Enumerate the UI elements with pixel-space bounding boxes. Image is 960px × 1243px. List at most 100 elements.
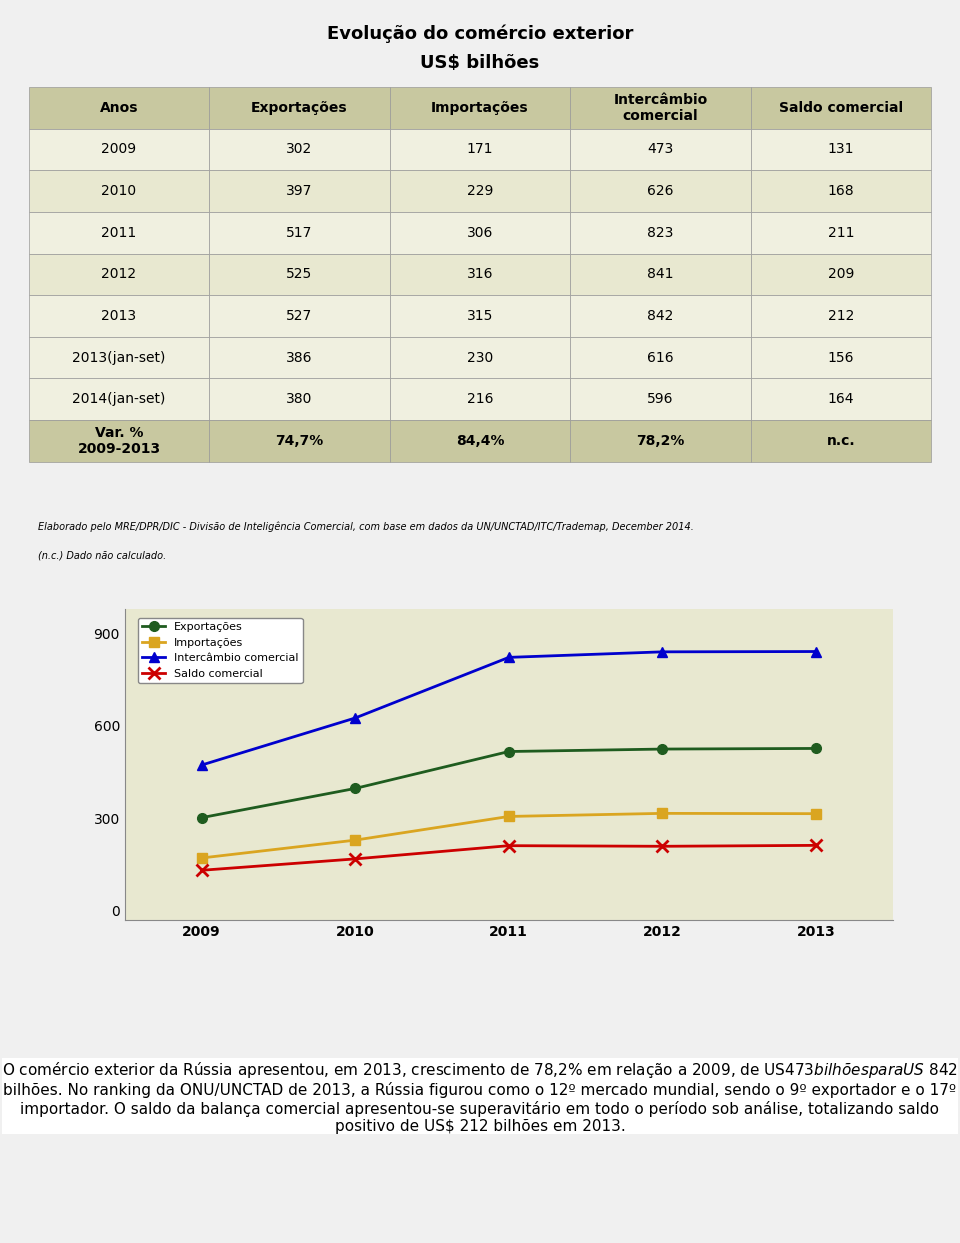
FancyBboxPatch shape <box>209 379 390 420</box>
Text: 78,2%: 78,2% <box>636 434 684 447</box>
Text: 380: 380 <box>286 393 313 406</box>
FancyBboxPatch shape <box>751 379 931 420</box>
Text: Elaborado pelo MRE/DPR/DIC - Divisão de Inteligência Comercial, com base em dado: Elaborado pelo MRE/DPR/DIC - Divisão de … <box>37 521 694 532</box>
FancyBboxPatch shape <box>751 129 931 170</box>
Text: 302: 302 <box>286 143 313 157</box>
Line: Intercâmbio comercial: Intercâmbio comercial <box>197 646 821 769</box>
Text: 230: 230 <box>467 351 493 364</box>
FancyBboxPatch shape <box>29 129 209 170</box>
Text: 842: 842 <box>647 310 674 323</box>
Text: 626: 626 <box>647 184 674 198</box>
FancyBboxPatch shape <box>390 87 570 129</box>
FancyBboxPatch shape <box>29 254 209 296</box>
FancyBboxPatch shape <box>751 420 931 462</box>
FancyBboxPatch shape <box>570 337 751 379</box>
FancyBboxPatch shape <box>570 379 751 420</box>
FancyBboxPatch shape <box>29 170 209 213</box>
Intercâmbio comercial <box>196 757 207 772</box>
Text: 74,7%: 74,7% <box>276 434 324 447</box>
Text: 212: 212 <box>828 310 854 323</box>
FancyBboxPatch shape <box>390 254 570 296</box>
Intercâmbio comercial <box>810 644 822 659</box>
Text: 616: 616 <box>647 351 674 364</box>
Text: 315: 315 <box>467 310 493 323</box>
FancyBboxPatch shape <box>390 296 570 337</box>
Text: 306: 306 <box>467 226 493 240</box>
FancyBboxPatch shape <box>570 129 751 170</box>
Text: 473: 473 <box>647 143 674 157</box>
FancyBboxPatch shape <box>209 254 390 296</box>
FancyBboxPatch shape <box>751 254 931 296</box>
Text: n.c.: n.c. <box>827 434 855 447</box>
Line: Importações: Importações <box>197 808 821 863</box>
Text: 2011: 2011 <box>102 226 136 240</box>
Text: 527: 527 <box>286 310 313 323</box>
Saldo comercial <box>657 839 668 854</box>
Exportações <box>657 742 668 757</box>
Text: 168: 168 <box>828 184 854 198</box>
FancyBboxPatch shape <box>209 213 390 254</box>
Text: Var. %
2009-2013: Var. % 2009-2013 <box>78 426 160 456</box>
Text: 2014(jan-set): 2014(jan-set) <box>72 393 166 406</box>
FancyBboxPatch shape <box>209 87 390 129</box>
FancyBboxPatch shape <box>390 337 570 379</box>
Exportações <box>810 741 822 756</box>
Text: US$ bilhões: US$ bilhões <box>420 53 540 72</box>
Intercâmbio comercial <box>657 644 668 659</box>
FancyBboxPatch shape <box>570 170 751 213</box>
Text: 2012: 2012 <box>102 267 136 281</box>
Text: 596: 596 <box>647 393 674 406</box>
Text: 84,4%: 84,4% <box>456 434 504 447</box>
Text: Anos: Anos <box>100 101 138 114</box>
FancyBboxPatch shape <box>29 420 209 462</box>
FancyBboxPatch shape <box>751 213 931 254</box>
FancyBboxPatch shape <box>209 337 390 379</box>
Text: 171: 171 <box>467 143 493 157</box>
Text: 229: 229 <box>467 184 493 198</box>
FancyBboxPatch shape <box>570 420 751 462</box>
FancyBboxPatch shape <box>390 420 570 462</box>
FancyBboxPatch shape <box>751 296 931 337</box>
Text: O comércio exterior da Rússia apresentou, em 2013, crescimento de 78,2% em relaç: O comércio exterior da Rússia apresentou… <box>2 1059 958 1135</box>
Saldo comercial <box>503 838 515 853</box>
Text: 2009: 2009 <box>102 143 136 157</box>
Text: 386: 386 <box>286 351 313 364</box>
FancyBboxPatch shape <box>29 87 209 129</box>
FancyBboxPatch shape <box>751 170 931 213</box>
Saldo comercial <box>196 863 207 878</box>
Text: 164: 164 <box>828 393 854 406</box>
Text: 156: 156 <box>828 351 854 364</box>
Text: Exportações: Exportações <box>252 101 348 114</box>
Exportações <box>503 745 515 759</box>
Line: Saldo comercial: Saldo comercial <box>195 839 823 876</box>
FancyBboxPatch shape <box>751 337 931 379</box>
FancyBboxPatch shape <box>570 213 751 254</box>
Text: 2013(jan-set): 2013(jan-set) <box>72 351 166 364</box>
FancyBboxPatch shape <box>209 129 390 170</box>
Text: Intercâmbio
comercial: Intercâmbio comercial <box>613 93 708 123</box>
Exportações <box>196 810 207 825</box>
Text: 316: 316 <box>467 267 493 281</box>
FancyBboxPatch shape <box>390 213 570 254</box>
Saldo comercial <box>349 851 361 866</box>
Importações <box>657 805 668 820</box>
Saldo comercial <box>810 838 822 853</box>
Line: Exportações: Exportações <box>197 743 821 823</box>
Text: 2010: 2010 <box>102 184 136 198</box>
FancyBboxPatch shape <box>570 296 751 337</box>
FancyBboxPatch shape <box>209 170 390 213</box>
Text: 211: 211 <box>828 226 854 240</box>
FancyBboxPatch shape <box>29 379 209 420</box>
FancyBboxPatch shape <box>209 296 390 337</box>
Text: Saldo comercial: Saldo comercial <box>779 101 903 114</box>
FancyBboxPatch shape <box>390 170 570 213</box>
Exportações <box>349 781 361 796</box>
FancyBboxPatch shape <box>570 254 751 296</box>
Text: 517: 517 <box>286 226 313 240</box>
Importações <box>196 850 207 865</box>
FancyBboxPatch shape <box>390 129 570 170</box>
Text: 397: 397 <box>286 184 313 198</box>
Importações <box>503 809 515 824</box>
Intercâmbio comercial <box>503 650 515 665</box>
Importações <box>810 807 822 822</box>
